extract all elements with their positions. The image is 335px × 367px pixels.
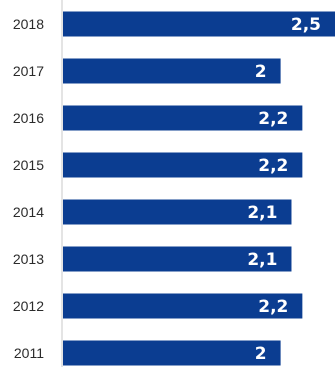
bar-2016	[63, 105, 303, 131]
category-label-2018: 2018	[13, 16, 44, 32]
data-label-2016: 2,2	[258, 109, 288, 129]
data-label-2014: 2,1	[247, 203, 277, 223]
bar-2013	[63, 246, 292, 272]
category-label-2011: 2011	[14, 345, 44, 361]
category-label-2017: 2017	[13, 63, 44, 79]
bar-2011	[63, 340, 281, 366]
category-label-2016: 2016	[13, 110, 44, 126]
bar-2018	[63, 11, 335, 37]
data-label-2015: 2,2	[258, 156, 288, 176]
category-label-2015: 2015	[13, 157, 44, 173]
bar-2012	[63, 293, 303, 319]
bar-2017	[63, 58, 281, 84]
bars-group: 2018 2,5 2017 2 2016 2,2 2015 2,2 2014 2,1 2013 2,1…	[13, 11, 335, 366]
data-label-2012: 2,2	[258, 297, 288, 317]
bar-2015	[63, 152, 303, 178]
bar-2014	[63, 199, 292, 225]
category-label-2012: 2012	[13, 298, 44, 314]
data-label-2011: 2	[255, 344, 267, 364]
data-label-2018: 2,5	[291, 15, 321, 35]
data-label-2017: 2	[255, 62, 267, 82]
category-label-2014: 2014	[13, 204, 44, 220]
category-label-2013: 2013	[13, 251, 44, 267]
data-label-2013: 2,1	[247, 250, 277, 270]
